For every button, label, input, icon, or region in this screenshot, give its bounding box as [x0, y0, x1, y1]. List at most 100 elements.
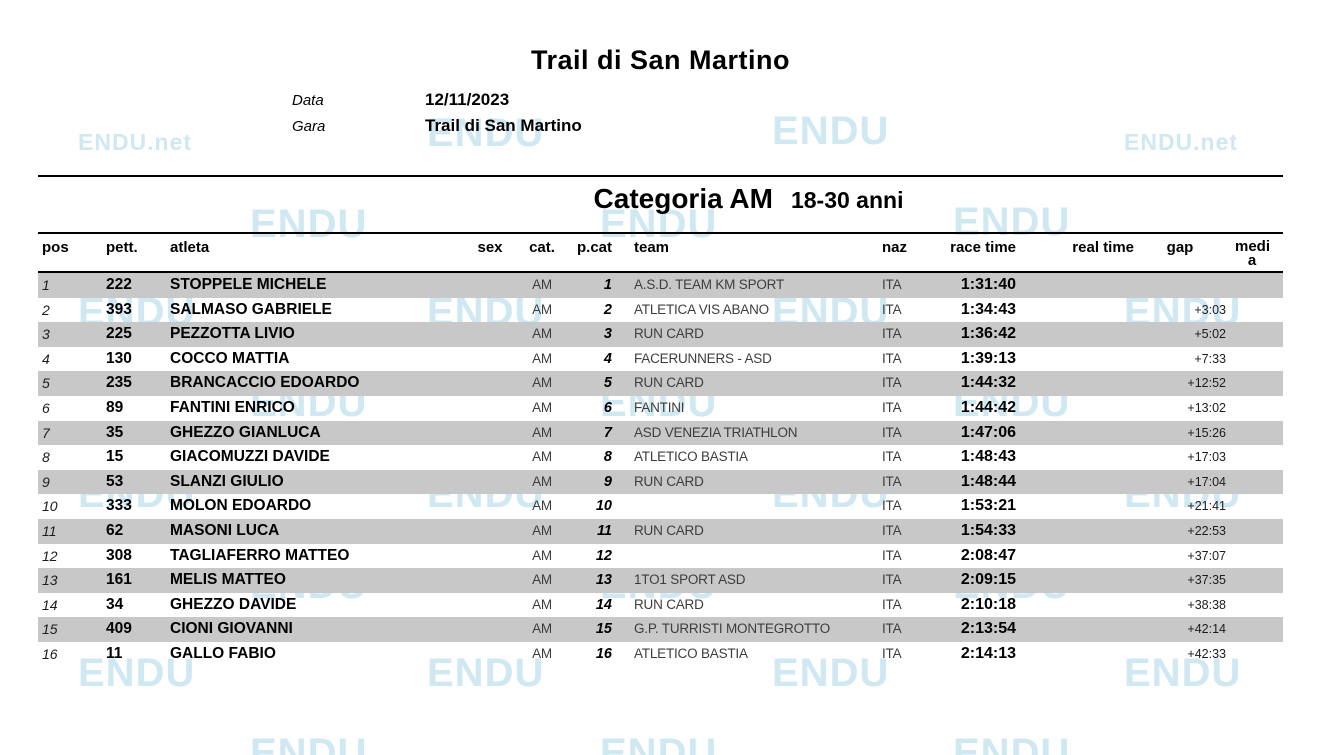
- endu-watermark: ENDU: [600, 202, 718, 246]
- cell-naz: ITA: [882, 350, 902, 366]
- endu-watermark: ENDU: [427, 651, 545, 695]
- cell-real: [1018, 617, 1134, 642]
- divider-top: [38, 175, 1283, 177]
- cell-gap: +42:33: [1187, 646, 1226, 661]
- cell-pos: 4: [42, 350, 50, 367]
- cell-pcat: 9: [603, 473, 612, 490]
- cell-atleta: STOPPELE MICHELE: [170, 276, 327, 293]
- cell-cat: AM: [532, 326, 552, 342]
- cell-naz: ITA: [882, 375, 902, 391]
- cell-media: [1226, 494, 1278, 519]
- cell-media: [1226, 396, 1278, 421]
- cell-pos: 8: [42, 449, 50, 466]
- cell-naz: ITA: [882, 399, 902, 415]
- cell-real: [1018, 568, 1134, 593]
- endu-watermark: ENDU: [953, 200, 1071, 244]
- cell-team: FACERUNNERS - ASD: [634, 350, 772, 366]
- meta-row-gara: Gara Trail di San Martino: [292, 116, 582, 142]
- cell-pcat: 11: [596, 522, 612, 539]
- meta-value-date: 12/11/2023: [425, 90, 510, 109]
- cell-atleta: MELIS MATTEO: [170, 571, 286, 589]
- cell-pcat: 13: [595, 572, 612, 589]
- cell-cat: AM: [532, 621, 552, 637]
- meta-label-gara: Gara: [292, 118, 326, 135]
- divider-above-header: [38, 232, 1283, 234]
- cell-pett: 53: [106, 472, 124, 490]
- cell-pett: 62: [106, 521, 124, 539]
- col-header-real: real time: [1072, 239, 1134, 256]
- endu-watermark: ENDU: [953, 731, 1071, 755]
- page-title: Trail di San Martino: [530, 45, 791, 75]
- cell-race: 2:09:15: [960, 571, 1016, 589]
- cell-race: 1:48:44: [960, 472, 1016, 490]
- cell-pcat: 16: [595, 645, 612, 662]
- cell-media: [1226, 470, 1278, 495]
- cell-pcat: 15: [595, 621, 612, 638]
- cell-media: [1226, 371, 1278, 396]
- cell-pos: 15: [42, 621, 58, 638]
- table-row: 16 11 GALLO FABIO AM 16 ATLETICO BASTIA ITA 2:1…: [38, 642, 1283, 667]
- cell-pcat: 2: [603, 301, 612, 318]
- cell-pos: 7: [42, 424, 50, 441]
- cell-real: [1018, 593, 1134, 618]
- cell-pett: 222: [106, 276, 132, 293]
- cell-pcat: 5: [603, 375, 612, 392]
- cell-sex: [468, 445, 512, 470]
- cell-media: [1226, 347, 1278, 372]
- cell-pos: 14: [42, 596, 58, 613]
- cell-cat: AM: [532, 645, 552, 661]
- cell-atleta: MOLON EDOARDO: [170, 497, 312, 515]
- cell-media: [1226, 544, 1278, 569]
- cell-real: [1018, 642, 1134, 667]
- cell-team: [616, 544, 878, 569]
- endu-watermark: ENDU: [772, 651, 890, 695]
- cell-sex: [468, 494, 512, 519]
- cell-media: [1226, 273, 1278, 298]
- category-heading-inner: Categoria AM 18-30 anni: [594, 183, 904, 215]
- table-row: 11 62 MASONI LUCA AM 11 RUN CARD ITA 1:54:33 +22…: [38, 518, 1283, 544]
- cell-real: [1018, 298, 1134, 323]
- cell-real: [1018, 396, 1134, 421]
- cell-pett: 35: [106, 423, 124, 441]
- table-row: 2 393 SALMASO GABRIELE AM 2 ATLETICA VIS ABAN…: [38, 298, 1283, 323]
- cell-atleta: PEZZOTTA LIVIO: [170, 325, 295, 343]
- col-header-naz: naz: [882, 239, 908, 256]
- cell-real: [1018, 322, 1134, 347]
- cell-gap: +17:03: [1187, 450, 1226, 465]
- cell-team: RUN CARD: [634, 473, 704, 489]
- cell-atleta: GALLO FABIO: [170, 644, 276, 662]
- cell-atleta: SALMASO GABRIELE: [170, 300, 332, 318]
- col-header-pett: pett.: [106, 239, 138, 256]
- cell-pett: 89: [106, 398, 124, 416]
- cell-media: [1226, 322, 1278, 347]
- cell-pcat: 14: [595, 596, 612, 613]
- cell-team: RUN CARD: [634, 522, 704, 538]
- table-row: 13 161 MELIS MATTEO AM 13 1TO1 SPORT ASD ITA 2:…: [38, 568, 1283, 593]
- cell-race: 2:14:13: [960, 644, 1016, 662]
- results-table-body: 1 222 STOPPELE MICHELE AM 1 A.S.D. TEAM KM SP…: [38, 273, 1283, 667]
- cell-sex: [468, 273, 512, 298]
- cell-team: ATLETICO BASTIA: [634, 645, 748, 661]
- cell-sex: [468, 568, 512, 593]
- category-heading: Categoria AM 18-30 anni: [0, 183, 1321, 215]
- cell-pcat: 6: [603, 399, 612, 416]
- table-row: 14 34 GHEZZO DAVIDE AM 14 RUN CARD ITA 2:10:18 +…: [38, 593, 1283, 618]
- cell-pett: 161: [106, 571, 132, 589]
- cell-pett: 15: [106, 448, 124, 466]
- cell-media: [1226, 593, 1278, 618]
- cell-team: ASD VENEZIA TRIATHLON: [634, 424, 798, 440]
- cell-race: 2:08:47: [960, 546, 1016, 564]
- cell-team: [616, 494, 878, 519]
- cell-sex: [468, 519, 512, 544]
- cell-pos: 2: [42, 301, 50, 318]
- cell-team: A.S.D. TEAM KM SPORT: [634, 277, 785, 292]
- cell-gap: +13:02: [1187, 400, 1226, 415]
- cell-gap: +42:14: [1187, 622, 1226, 637]
- cell-gap: +22:53: [1187, 523, 1226, 538]
- endu-watermark: ENDU: [427, 111, 545, 155]
- col-header-pos: pos: [42, 239, 69, 256]
- cell-naz: ITA: [882, 473, 902, 489]
- cell-race: 1:36:42: [960, 325, 1016, 343]
- cell-real: [1018, 544, 1134, 569]
- cell-cat: AM: [532, 547, 552, 563]
